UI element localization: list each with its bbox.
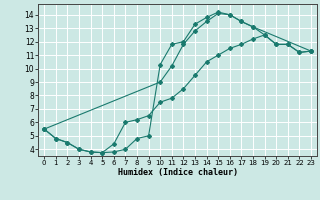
X-axis label: Humidex (Indice chaleur): Humidex (Indice chaleur) (118, 168, 238, 177)
